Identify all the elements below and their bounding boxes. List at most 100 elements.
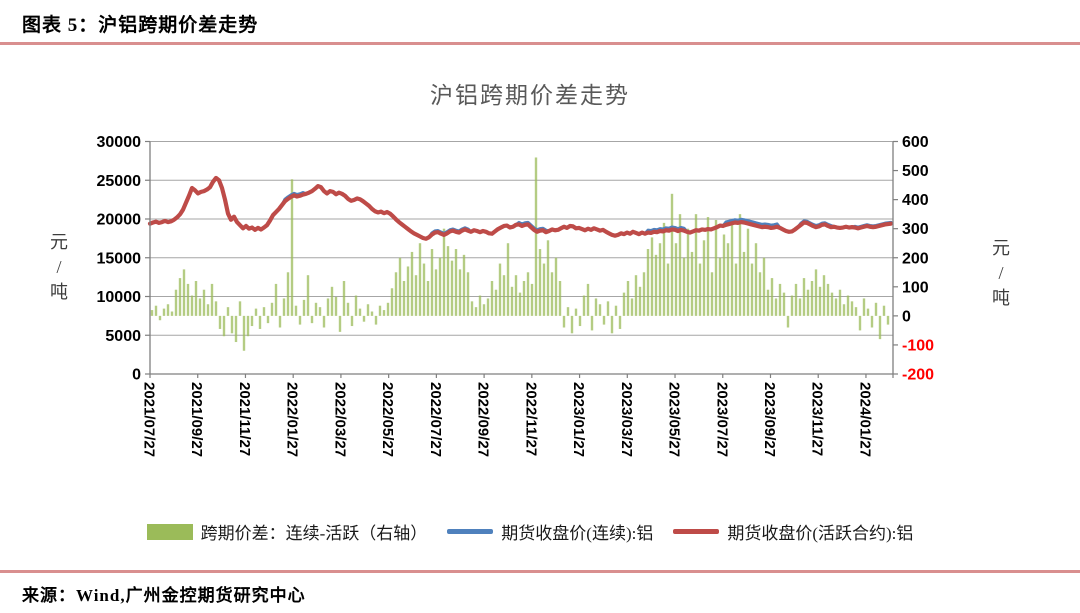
spread-bar xyxy=(410,251,414,316)
right-tick-label: 100 xyxy=(902,279,929,296)
spread-bar xyxy=(866,308,870,316)
spread-bar xyxy=(430,249,434,316)
spread-bar xyxy=(690,251,694,316)
spread-bar xyxy=(270,302,274,316)
spread-bar xyxy=(562,315,566,328)
spread-bar xyxy=(314,302,318,316)
spread-bar xyxy=(590,315,594,331)
spread-bar xyxy=(642,272,646,316)
spread-bar xyxy=(166,304,170,316)
bottom-separator-line xyxy=(0,570,1080,573)
spread-bar xyxy=(730,222,734,316)
spread-bar xyxy=(854,307,858,316)
spread-bar xyxy=(350,315,354,327)
spread-bar xyxy=(402,281,406,316)
spread-bar xyxy=(218,315,222,329)
spread-bar xyxy=(474,307,478,316)
spread-bar xyxy=(634,275,638,316)
x-tick-label: 2023/01/27 xyxy=(570,382,587,457)
spread-bar xyxy=(654,254,658,316)
top-separator-line xyxy=(0,42,1080,45)
spread-bar xyxy=(626,281,630,316)
spread-bar xyxy=(234,315,238,343)
spread-bar xyxy=(178,278,182,316)
x-tick-label: 2022/11/27 xyxy=(522,382,539,456)
x-tick-label: 2023/09/27 xyxy=(761,382,778,457)
spread-bar xyxy=(830,292,834,316)
spread-bar xyxy=(266,315,270,324)
legend-item-continuous: 期货收盘价(连续):铝 xyxy=(447,519,653,544)
spread-bar xyxy=(738,214,742,316)
spread-bar xyxy=(334,296,338,316)
spread-bar xyxy=(470,301,474,316)
x-tick-label: 2021/11/27 xyxy=(236,382,253,456)
spread-bar xyxy=(518,292,522,316)
spread-bar xyxy=(370,311,374,316)
spread-bar xyxy=(842,304,846,316)
spread-bar xyxy=(554,257,558,316)
spread-bar xyxy=(734,263,738,316)
spread-bar xyxy=(882,305,886,316)
spread-bar xyxy=(678,214,682,316)
spread-bar xyxy=(454,249,458,316)
spread-bar xyxy=(622,292,626,316)
x-tick-label: 2022/03/27 xyxy=(331,382,348,457)
spread-bar xyxy=(746,228,750,316)
spread-bar xyxy=(258,315,262,329)
spread-bar xyxy=(798,298,802,316)
spread-bar xyxy=(806,289,810,316)
spread-bar xyxy=(222,315,226,337)
spread-bar xyxy=(482,304,486,316)
left-tick-label: 30000 xyxy=(97,134,142,151)
spread-bar xyxy=(758,272,762,316)
green-bar-swatch-icon xyxy=(146,523,193,540)
spread-bar xyxy=(158,315,162,321)
spread-bar xyxy=(706,217,710,316)
spread-bar xyxy=(538,249,542,316)
spread-bar xyxy=(354,295,358,316)
spread-bar xyxy=(726,243,730,316)
spread-bar xyxy=(254,308,258,316)
spread-bar xyxy=(490,281,494,316)
spread-bar xyxy=(846,295,850,316)
spread-bar xyxy=(294,305,298,316)
spread-bar xyxy=(542,263,546,316)
spread-bar xyxy=(378,305,382,316)
spread-bar xyxy=(810,281,814,316)
right-tick-label: -200 xyxy=(902,367,934,384)
chart-legend: 跨期价差：连续-活跃（右轴） 期货收盘价(连续):铝 期货收盘价(活跃合约):铝 xyxy=(0,519,1060,544)
left-tick-label: 5000 xyxy=(105,328,141,345)
spread-bar xyxy=(814,269,818,316)
spread-bar xyxy=(318,307,322,316)
spread-bar xyxy=(762,257,766,316)
spread-bar xyxy=(650,237,654,316)
spread-bar xyxy=(878,315,882,340)
left-tick-label: 0 xyxy=(132,367,141,384)
spread-bar xyxy=(770,278,774,316)
left-tick-label: 25000 xyxy=(97,173,142,190)
spread-bar xyxy=(326,298,330,316)
spread-bar xyxy=(186,283,190,316)
spread-bar xyxy=(238,301,242,316)
spread-bar xyxy=(674,243,678,316)
spread-bar xyxy=(702,240,706,316)
spread-bar xyxy=(458,269,462,316)
right-tick-label: 500 xyxy=(902,163,929,180)
spread-bar xyxy=(290,179,294,316)
spread-bar xyxy=(638,286,642,316)
blue-line-swatch-icon xyxy=(447,529,494,534)
spread-bar xyxy=(566,307,570,316)
legend-label-active: 期货收盘价(活跃合约):铝 xyxy=(727,524,914,543)
spread-bar xyxy=(658,243,662,316)
spread-bar xyxy=(662,222,666,316)
spread-bar xyxy=(422,263,426,316)
figure-caption: 图表 5：沪铝跨期价差走势 xyxy=(22,15,259,36)
spread-bar xyxy=(802,278,806,316)
spread-bar xyxy=(822,275,826,316)
right-axis-unit-label: 元 / 吨 xyxy=(992,238,1010,308)
spread-bar xyxy=(446,246,450,316)
spread-bar xyxy=(330,286,334,316)
spread-bar xyxy=(342,281,346,316)
spread-bar xyxy=(886,315,890,325)
spread-bar xyxy=(322,315,326,328)
